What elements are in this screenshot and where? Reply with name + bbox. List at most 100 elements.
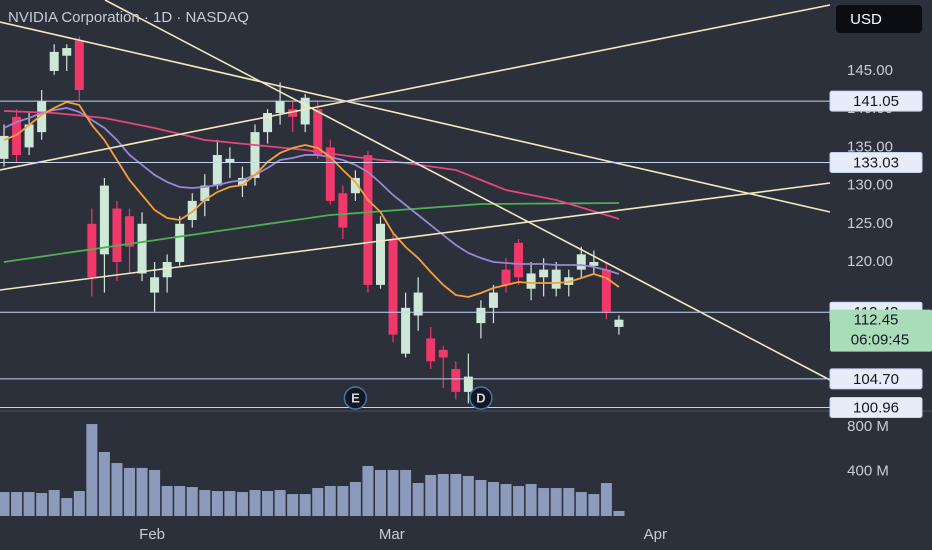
candle-body	[150, 277, 160, 293]
candle-body	[413, 292, 423, 316]
candle-body	[438, 349, 448, 358]
trend-line	[0, 182, 831, 291]
event-label[interactable]: E	[351, 390, 360, 405]
candle-body	[514, 242, 524, 278]
volume-bar	[186, 487, 198, 516]
candle-body	[87, 223, 97, 278]
candle-body	[426, 338, 436, 362]
candle-body	[37, 101, 47, 133]
volume-bar	[550, 488, 562, 516]
volume-tick-label: 800 M	[847, 418, 889, 435]
volume-bar	[136, 467, 148, 516]
volume-bar	[538, 488, 550, 516]
candle-body	[338, 193, 348, 228]
volume-bar	[475, 479, 487, 516]
volume-bar	[349, 482, 361, 516]
level-label: 104.70	[853, 371, 899, 388]
candle-body	[275, 101, 285, 114]
event-label[interactable]: D	[476, 390, 485, 405]
volume-bar	[437, 473, 449, 516]
event-marker[interactable]	[469, 386, 493, 410]
volume-bar	[124, 467, 135, 516]
candle-body	[526, 273, 536, 289]
plot-area	[0, 36, 625, 516]
candle-body	[451, 368, 461, 392]
volume-bar	[149, 469, 161, 516]
last-price: 112.45	[854, 312, 899, 329]
volume-bar	[161, 486, 173, 516]
currency[interactable]: USD	[850, 11, 882, 28]
volume-bar	[575, 492, 587, 516]
volume-bar	[563, 488, 575, 516]
candle-body	[325, 147, 335, 201]
volume-bar	[312, 488, 324, 516]
volume-bar	[48, 490, 60, 516]
volume-bar	[111, 463, 123, 516]
volume-bar	[387, 469, 399, 516]
candle-body	[589, 261, 599, 266]
moving-average-line	[3, 107, 620, 275]
moving-average-line	[3, 202, 619, 263]
candle-body	[601, 269, 611, 312]
candle-body	[24, 124, 34, 148]
candle-body	[49, 51, 59, 71]
volume-bar	[362, 465, 374, 516]
volume-bar	[462, 475, 474, 516]
volume-bar	[450, 473, 462, 516]
chart-title: NVIDIA Corporation · 1D · NASDAQ	[8, 9, 249, 26]
volume-bar	[425, 474, 437, 516]
candle-body	[125, 216, 134, 247]
currency-box[interactable]	[836, 5, 922, 33]
candle-body	[388, 239, 398, 335]
volume-bar	[400, 469, 412, 516]
candle-body	[288, 109, 298, 117]
volume-bar	[274, 490, 286, 516]
volume-bar	[73, 491, 85, 516]
y-tick-label: 145.00	[847, 62, 893, 79]
y-tick-label: 130.00	[847, 177, 893, 194]
volume-bar	[98, 452, 110, 516]
volume-bar	[199, 490, 211, 516]
candle-body	[501, 269, 511, 285]
level-label: 133.03	[853, 154, 899, 171]
candle-body	[539, 269, 549, 278]
candle-body	[99, 185, 109, 255]
trend-line	[104, 0, 831, 381]
trend-line	[0, 4, 831, 171]
candle-body	[263, 113, 273, 133]
candle-body	[363, 155, 373, 285]
candle-body	[225, 158, 235, 163]
volume-bar	[61, 498, 73, 516]
volume-bar	[174, 486, 186, 516]
volume-bar	[236, 492, 248, 516]
volume-bar	[299, 494, 311, 516]
level-label: 100.96	[853, 399, 899, 416]
candle-body	[576, 254, 586, 270]
volume-bar	[487, 482, 499, 516]
axes: 120.00125.00130.00135.00140.00145.00400 …	[0, 62, 932, 543]
event-marker[interactable]	[343, 386, 368, 410]
candle-body	[212, 155, 222, 186]
candle-body	[237, 177, 247, 186]
candle-body	[614, 319, 624, 327]
candle-body	[162, 261, 172, 278]
candle-body	[350, 177, 360, 194]
candle-body	[300, 97, 310, 125]
candle-body	[551, 269, 561, 289]
candle-body	[376, 223, 385, 285]
volume-tick-label: 400 M	[847, 462, 889, 479]
candle-body	[74, 40, 84, 91]
candle-body	[187, 200, 197, 220]
volume-bar	[287, 494, 299, 516]
candle-body	[137, 223, 147, 274]
level-box	[829, 90, 923, 112]
volume-bar	[412, 483, 424, 516]
volume-bar	[0, 492, 10, 516]
trend-lines	[0, 0, 831, 381]
y-tick-label: 125.00	[847, 215, 893, 232]
trend-line	[0, 21, 831, 213]
candle-body	[200, 185, 210, 201]
